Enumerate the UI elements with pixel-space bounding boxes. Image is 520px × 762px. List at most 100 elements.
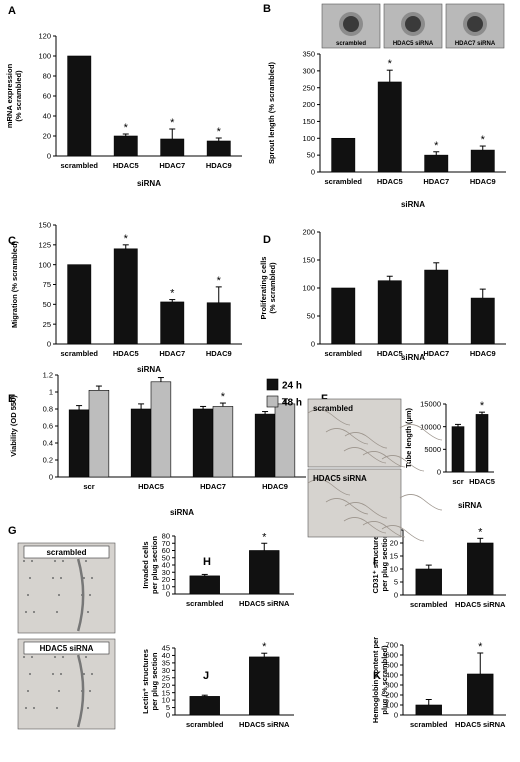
tissue-cell-dot — [87, 611, 89, 613]
micrograph-label: scrambled — [336, 41, 366, 47]
y-tick-label: 0.4 — [43, 439, 53, 448]
y-tick-label: 0 — [166, 711, 170, 720]
y-tick-label: 20 — [162, 681, 170, 690]
tissue-cell-dot — [85, 656, 87, 658]
tissue-cell-dot — [85, 560, 87, 562]
spheroid-core — [405, 16, 421, 32]
bar — [206, 302, 231, 345]
significance-marker: * — [221, 391, 226, 403]
bar — [212, 406, 234, 478]
tissue-cell-dot — [60, 577, 62, 579]
y-axis-label: Lectin⁺ structures — [141, 649, 150, 714]
tube-network-line — [343, 447, 387, 464]
y-tick-label: 100 — [302, 284, 315, 293]
significance-marker: * — [478, 641, 483, 653]
panel-letter: E — [8, 393, 15, 405]
bar — [130, 408, 152, 478]
bar — [206, 140, 231, 157]
y-tick-label: 125 — [38, 240, 51, 249]
tube-network-line — [399, 424, 443, 441]
y-tick-label: 0 — [394, 711, 398, 720]
plug-micrograph: scrambled — [17, 542, 116, 634]
tissue-cell-dot — [23, 560, 25, 562]
y-tick-label: 25 — [162, 673, 170, 682]
tissue-cell-dot — [52, 577, 54, 579]
bar — [249, 656, 280, 716]
x-tick-label: HDAC9 — [262, 482, 288, 491]
y-tick-label: 10 — [162, 582, 170, 591]
legend-swatch — [266, 395, 279, 408]
y-axis-label: Migration (% scrambled) — [10, 240, 19, 328]
y-axis-label: mRNA expression — [5, 63, 14, 128]
tissue-cell-dot — [83, 577, 85, 579]
tissue-cell-dot — [62, 656, 64, 658]
significance-marker: * — [481, 134, 486, 146]
y-tick-label: 5 — [166, 703, 170, 712]
y-tick-label: 0 — [394, 591, 398, 600]
x-tick-label: HDAC7 — [159, 349, 185, 358]
tissue-edge — [76, 654, 85, 728]
y-tick-label: 0.8 — [43, 405, 53, 414]
x-tick-label: scrambled — [60, 349, 98, 358]
significance-marker: * — [217, 126, 222, 138]
bar — [470, 149, 495, 173]
bar — [377, 280, 402, 345]
tissue-cell-dot — [31, 656, 33, 658]
panel-letter: I — [373, 556, 376, 568]
legend-label: 48 h — [282, 398, 302, 409]
x-tick-label: scr — [83, 482, 94, 491]
y-tick-label: 300 — [385, 681, 398, 690]
bar — [424, 154, 449, 173]
y-tick-label: 20 — [43, 132, 51, 141]
y-tick-label: 150 — [38, 221, 51, 230]
y-axis-label: per plug section — [380, 533, 389, 591]
y-tick-label: 10000 — [420, 422, 441, 431]
x-axis-label: siRNA — [401, 200, 425, 209]
y-tick-label: 100 — [38, 260, 51, 269]
x-tick-label: HDAC9 — [206, 349, 232, 358]
significance-marker: * — [217, 275, 222, 287]
micrograph-label: scrambled — [46, 548, 86, 557]
tissue-cell-dot — [62, 560, 64, 562]
tube-network-line — [381, 455, 425, 472]
sprout-micrograph: scrambled — [321, 3, 381, 49]
y-tick-label: 35 — [162, 658, 170, 667]
y-tick-label: 20 — [162, 575, 170, 584]
bar — [160, 301, 185, 345]
tissue-cell-dot — [54, 560, 56, 562]
legend-swatch — [266, 378, 279, 391]
significance-marker: * — [262, 531, 267, 543]
x-axis-label: siRNA — [137, 365, 161, 374]
x-tick-label: HDAC9 — [206, 161, 232, 170]
bar — [150, 381, 172, 478]
y-tick-label: 700 — [385, 641, 398, 650]
y-tick-label: 70 — [162, 539, 170, 548]
x-tick-label: scr — [452, 477, 463, 486]
spheroid-core — [467, 16, 483, 32]
x-tick-label: HDAC9 — [470, 349, 496, 358]
tube-network-line — [399, 494, 443, 511]
y-tick-label: 50 — [162, 553, 170, 562]
tissue-cell-dot — [87, 707, 89, 709]
panel-letter: K — [373, 670, 381, 682]
bar — [470, 297, 495, 345]
tube-network-line — [362, 451, 406, 468]
bar — [67, 55, 92, 157]
x-axis-label: siRNA — [170, 508, 194, 517]
tissue-cell-dot — [33, 707, 35, 709]
tissue-cell-dot — [60, 673, 62, 675]
significance-marker: * — [478, 526, 483, 538]
x-tick-label: HDAC7 — [423, 349, 449, 358]
bar — [160, 138, 185, 157]
bar — [254, 413, 276, 478]
bar — [189, 575, 220, 595]
x-tick-label: HDAC9 — [470, 177, 496, 186]
y-tick-label: 0 — [49, 473, 53, 482]
y-tick-label: 350 — [302, 50, 315, 59]
bar — [331, 137, 356, 173]
y-tick-label: 50 — [43, 300, 51, 309]
y-tick-label: 200 — [385, 691, 398, 700]
y-tick-label: 15000 — [420, 400, 441, 409]
